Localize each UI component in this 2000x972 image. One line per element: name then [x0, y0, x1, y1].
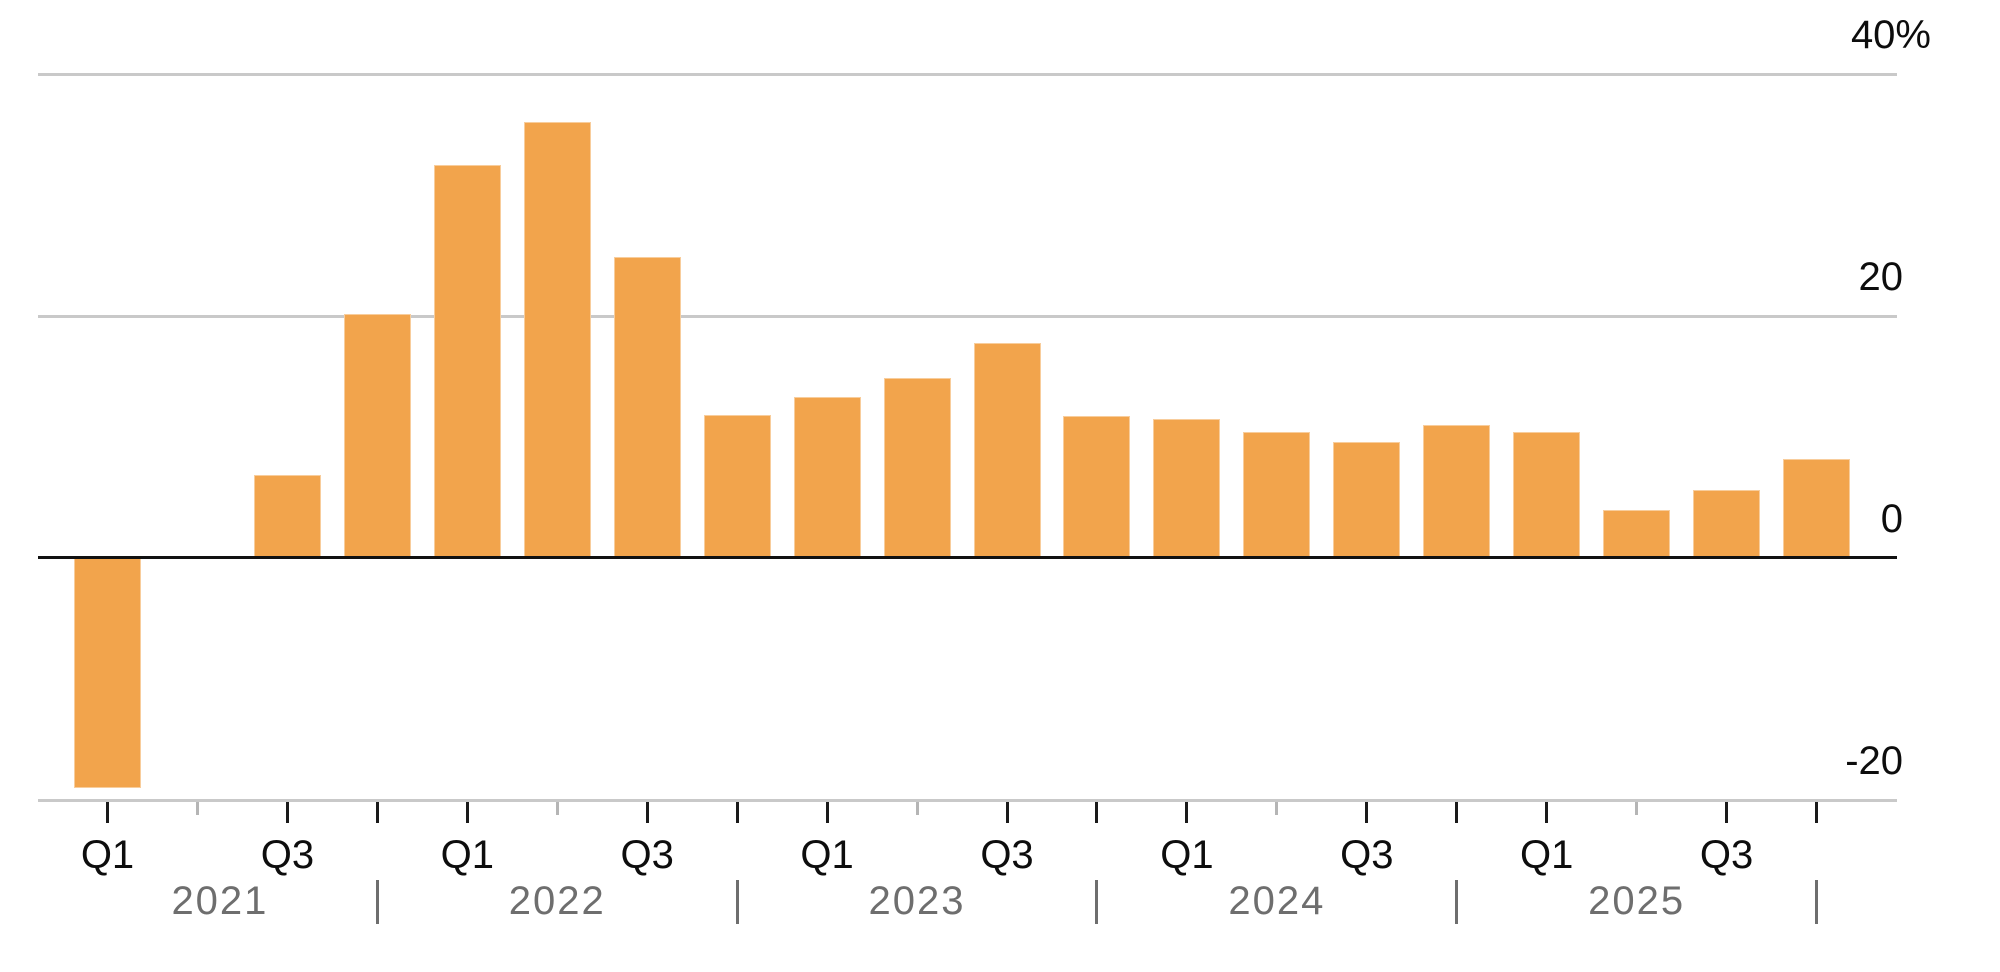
- x-major-tick-2021-Q4: [375, 802, 379, 823]
- bar-2023-Q2[interactable]: [883, 377, 951, 559]
- x-minor-tick-2021-Q2: [195, 802, 199, 815]
- year-separator-2023: [1095, 880, 1099, 924]
- x-label-2022-Q1: Q1: [440, 833, 494, 877]
- year-label-2024: 2024: [1228, 879, 1326, 923]
- x-label-2025-Q1: Q1: [1520, 833, 1574, 877]
- bar-2023-Q1[interactable]: [793, 397, 861, 559]
- year-label-2022: 2022: [508, 879, 606, 923]
- x-minor-tick-2024-Q2: [1275, 802, 1279, 815]
- x-label-2021-Q3: Q3: [260, 833, 315, 877]
- x-major-tick-2021-Q1: [106, 802, 109, 823]
- y-axis-label-20: 20: [1858, 255, 1904, 299]
- year-separator-2025: [1815, 880, 1819, 924]
- bar-2022-Q2[interactable]: [523, 122, 591, 559]
- year-label-2021: 2021: [171, 879, 269, 923]
- year-separator-2024: [1455, 880, 1459, 924]
- year-label-2025: 2025: [1588, 879, 1686, 923]
- x-label-2024-Q3: Q3: [1340, 833, 1394, 877]
- x-major-tick-2023-Q3: [1005, 802, 1009, 823]
- x-label-2024-Q1: Q1: [1160, 833, 1214, 877]
- x-label-2023-Q1: Q1: [800, 833, 854, 877]
- zero-baseline: [38, 556, 1897, 559]
- year-separator-2022: [735, 880, 739, 924]
- gridline-40: [38, 73, 1897, 76]
- bar-2021-Q3[interactable]: [253, 474, 321, 559]
- x-major-tick-2024-Q3: [1365, 802, 1369, 823]
- bar-2025-Q2[interactable]: [1603, 509, 1671, 559]
- x-label-2023-Q3: Q3: [980, 833, 1034, 877]
- bar-2022-Q3[interactable]: [613, 256, 681, 559]
- bar-2025-Q3[interactable]: [1693, 490, 1761, 559]
- x-label-2021-Q1: Q1: [80, 833, 135, 877]
- x-minor-tick-2022-Q2: [555, 802, 559, 815]
- year-label-2023: 2023: [868, 879, 966, 923]
- x-major-tick-2023-Q1: [825, 802, 829, 823]
- bar-2024-Q1[interactable]: [1153, 418, 1221, 559]
- x-major-tick-2024-Q4: [1455, 802, 1459, 823]
- x-major-tick-2023-Q4: [1095, 802, 1099, 823]
- x-axis-line: [38, 799, 1897, 802]
- x-major-tick-2025-Q3: [1725, 802, 1729, 823]
- bar-2025-Q1[interactable]: [1513, 432, 1581, 559]
- x-major-tick-2025-Q4: [1815, 802, 1819, 823]
- x-label-2022-Q3: Q3: [620, 833, 674, 877]
- x-major-tick-2021-Q3: [285, 802, 289, 823]
- x-major-tick-2022-Q3: [645, 802, 649, 823]
- gridline-20: [38, 315, 1897, 318]
- bar-2023-Q3[interactable]: [973, 342, 1041, 559]
- y-axis-label--20: -20: [1845, 739, 1903, 783]
- bar-2021-Q4[interactable]: [343, 313, 411, 559]
- x-major-tick-2022-Q4: [735, 802, 739, 823]
- x-major-tick-2024-Q1: [1185, 802, 1189, 823]
- bar-2023-Q4[interactable]: [1063, 416, 1131, 559]
- bar-2022-Q4[interactable]: [703, 415, 771, 559]
- y-axis-label-0: 0: [1880, 497, 1903, 541]
- bar-2025-Q4[interactable]: [1783, 458, 1851, 559]
- x-minor-tick-2025-Q2: [1635, 802, 1639, 815]
- year-separator-2021: [375, 880, 379, 924]
- x-label-2025-Q3: Q3: [1699, 833, 1754, 877]
- bar-2024-Q3[interactable]: [1333, 441, 1401, 559]
- bar-2021-Q1[interactable]: [74, 556, 141, 788]
- x-major-tick-2025-Q1: [1545, 802, 1549, 823]
- bar-2024-Q2[interactable]: [1243, 432, 1311, 559]
- x-major-tick-2022-Q1: [465, 802, 469, 823]
- y-axis-label-40: 40%: [1850, 13, 1931, 57]
- bar-2022-Q1[interactable]: [433, 164, 501, 559]
- x-minor-tick-2023-Q2: [915, 802, 919, 815]
- bar-2024-Q4[interactable]: [1423, 424, 1491, 559]
